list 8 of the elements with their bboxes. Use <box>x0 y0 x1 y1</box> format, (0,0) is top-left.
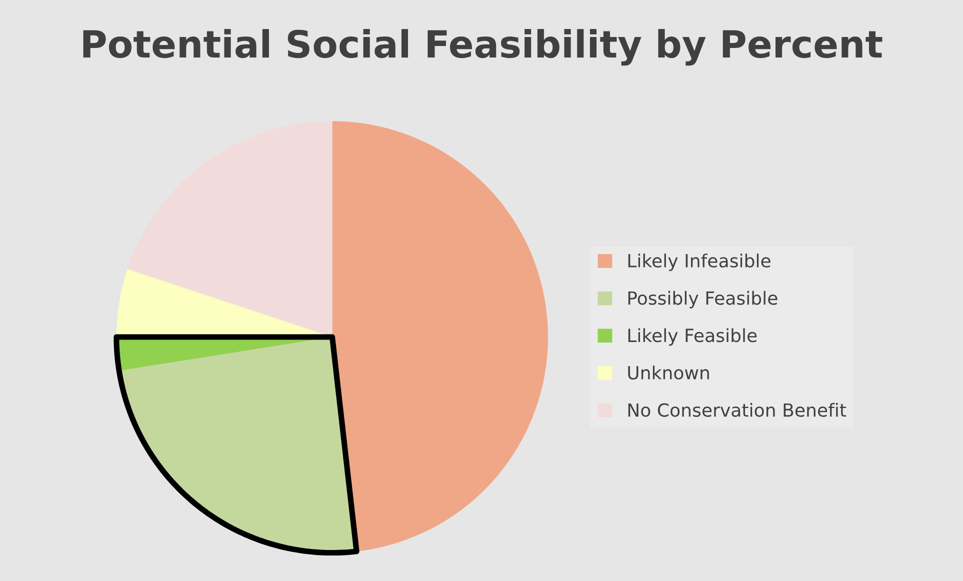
legend-label: Likely Infeasible <box>628 254 770 272</box>
chart-title: Potential Social Feasibility by Percent <box>83 29 882 66</box>
legend-label: Likely Feasible <box>628 328 757 346</box>
legend-label: Possibly Feasible <box>628 290 778 308</box>
legend-label: No Conservation Benefit <box>628 402 846 417</box>
pie-slice <box>332 121 548 552</box>
pie-slice <box>127 121 332 337</box>
legend-label: Unknown <box>628 366 709 380</box>
